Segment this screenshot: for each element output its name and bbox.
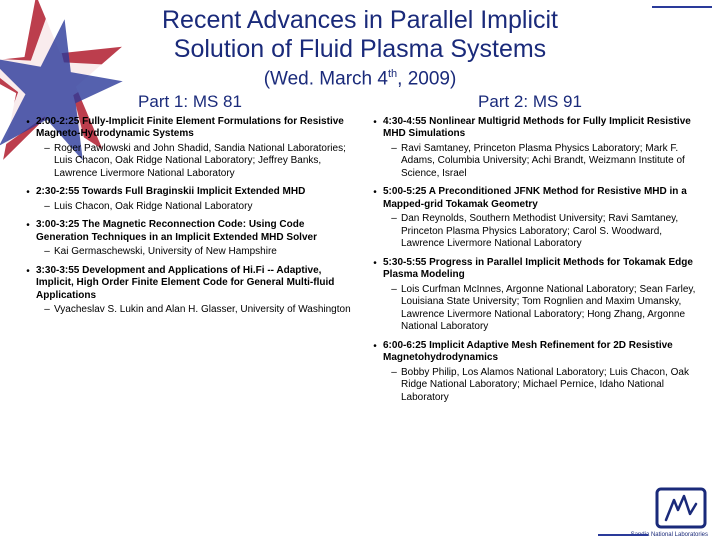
talk-item: • 5:00-5:25 A Preconditioned JFNK Method…	[367, 186, 700, 253]
dash-icon: –	[383, 143, 401, 181]
parts-row: Part 1: MS 81 Part 2: MS 91	[20, 92, 700, 112]
title-line-2: Solution of Fluid Plasma Systems	[174, 35, 546, 63]
slide-subtitle: (Wed. March 4th, 2009)	[20, 68, 700, 90]
talk-title: 2:30-2:55 Towards Full Braginskii Implic…	[36, 186, 353, 199]
talk-title: 5:30-5:55 Progress in Parallel Implicit …	[383, 257, 700, 282]
decorative-line-top	[652, 6, 712, 8]
dash-icon: –	[383, 284, 401, 334]
talk-title: 4:30-4:55 Nonlinear Multigrid Methods fo…	[383, 116, 700, 141]
bullet-icon: •	[367, 257, 383, 336]
talk-title: 3:30-3:55 Development and Applications o…	[36, 265, 353, 303]
talk-title: 6:00-6:25 Implicit Adaptive Mesh Refinem…	[383, 340, 700, 365]
dash-icon: –	[383, 367, 401, 405]
dash-icon: –	[36, 143, 54, 181]
talk-authors: Ravi Samtaney, Princeton Plasma Physics …	[401, 143, 700, 181]
dash-icon: –	[36, 246, 54, 259]
talk-item: • 5:30-5:55 Progress in Parallel Implici…	[367, 257, 700, 336]
talk-item: • 3:30-3:55 Development and Applications…	[20, 265, 353, 319]
bullet-icon: •	[20, 265, 36, 319]
dash-icon: –	[36, 201, 54, 214]
slide-title: Recent Advances in Parallel Implicit Sol…	[20, 6, 700, 64]
bullet-icon: •	[20, 116, 36, 183]
talk-authors: Dan Reynolds, Southern Methodist Univers…	[401, 213, 700, 251]
dash-icon: –	[383, 213, 401, 251]
talk-item: • 6:00-6:25 Implicit Adaptive Mesh Refin…	[367, 340, 700, 407]
part2-heading: Part 2: MS 91	[360, 92, 700, 112]
left-column: • 2:00-2:25 Fully-Implicit Finite Elemen…	[20, 116, 353, 411]
bullet-icon: •	[20, 219, 36, 261]
talk-title: 2:00-2:25 Fully-Implicit Finite Element …	[36, 116, 353, 141]
talk-authors: Bobby Philip, Los Alamos National Labora…	[401, 367, 700, 405]
bullet-icon: •	[367, 116, 383, 183]
columns: • 2:00-2:25 Fully-Implicit Finite Elemen…	[20, 116, 700, 411]
bullet-icon: •	[20, 186, 36, 215]
talk-item: • 2:30-2:55 Towards Full Braginskii Impl…	[20, 186, 353, 215]
talk-authors: Luis Chacon, Oak Ridge National Laborato…	[54, 201, 353, 214]
slide-content: Recent Advances in Parallel Implicit Sol…	[0, 0, 720, 420]
talk-authors: Vyacheslav S. Lukin and Alan H. Glasser,…	[54, 304, 353, 317]
talk-authors: Lois Curfman McInnes, Argonne National L…	[401, 284, 700, 334]
bullet-icon: •	[367, 340, 383, 407]
talk-item: • 4:30-4:55 Nonlinear Multigrid Methods …	[367, 116, 700, 183]
decorative-line-bottom	[598, 534, 648, 536]
bullet-icon: •	[367, 186, 383, 253]
talk-item: • 2:00-2:25 Fully-Implicit Finite Elemen…	[20, 116, 353, 183]
talk-title: 5:00-5:25 A Preconditioned JFNK Method f…	[383, 186, 700, 211]
part1-heading: Part 1: MS 81	[20, 92, 360, 112]
talk-authors: Roger Pawlowski and John Shadid, Sandia …	[54, 143, 353, 181]
talk-title: 3:00-3:25 The Magnetic Reconnection Code…	[36, 219, 353, 244]
talk-authors: Kai Germaschewski, University of New Ham…	[54, 246, 353, 259]
right-column: • 4:30-4:55 Nonlinear Multigrid Methods …	[367, 116, 700, 411]
dash-icon: –	[36, 304, 54, 317]
talk-item: • 3:00-3:25 The Magnetic Reconnection Co…	[20, 219, 353, 261]
sandia-logo-icon	[654, 486, 708, 532]
title-line-1: Recent Advances in Parallel Implicit	[162, 6, 558, 34]
